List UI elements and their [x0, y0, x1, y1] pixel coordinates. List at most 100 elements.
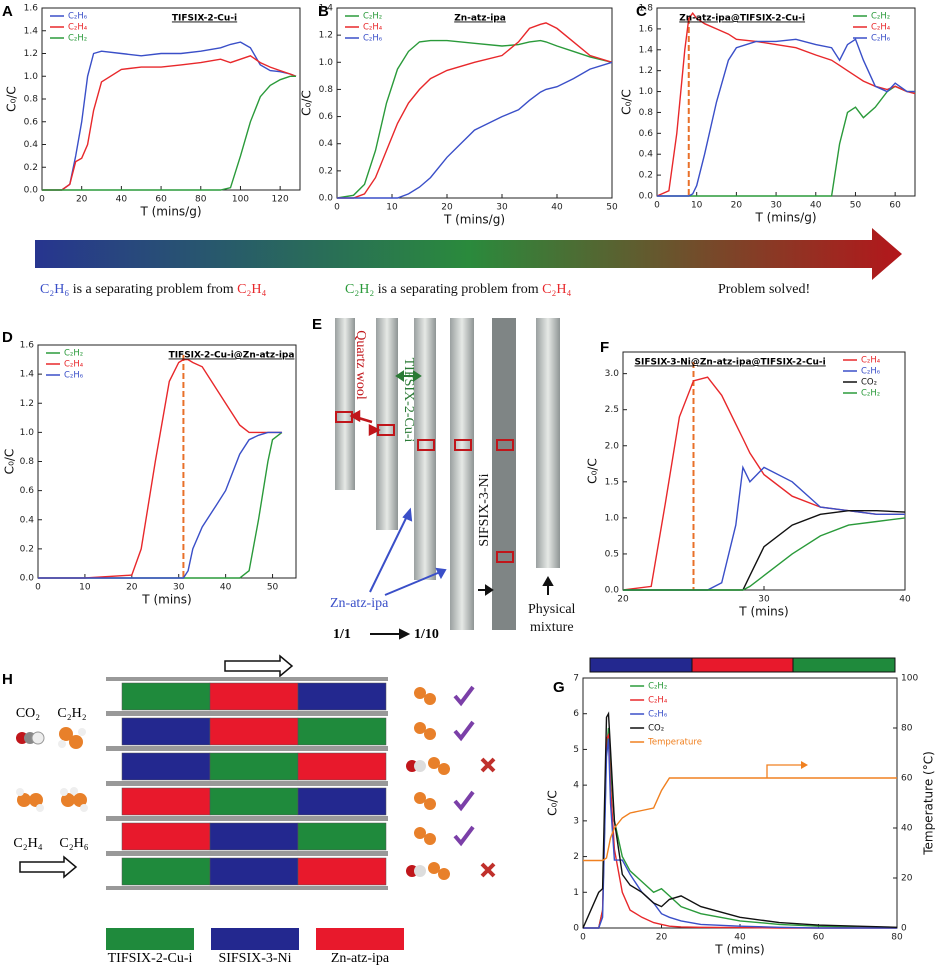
y2-tick-label: 100 [901, 674, 918, 684]
y-tick-label: 0.6 [639, 129, 654, 139]
panel-letter: D [2, 329, 13, 346]
check-mark [453, 685, 475, 707]
legend-label: C₂H₂ [363, 12, 382, 22]
y-tick-label: 0.8 [639, 108, 654, 118]
chart: 0 10 20 30 40 50 0.0 0.2 0.4 0.6 0.8 1.0 1.2 1.4 1.6 C₂… [3, 341, 297, 607]
legend-label: C₂H₂ [68, 34, 87, 44]
banner-caption: Problem solved! [718, 282, 810, 297]
y-tick-label: 0.0 [319, 194, 334, 204]
legend-label: C₂H₂ [871, 12, 890, 22]
y-tick-label: 0.2 [319, 166, 333, 176]
x-tick-label: 60 [813, 933, 825, 943]
y-tick-label: 0.6 [20, 486, 35, 496]
tube [536, 318, 560, 568]
x-tick-label: 0 [35, 583, 41, 593]
annotation: SIFSIX-3-Ni [477, 473, 492, 546]
y-axis-label: C₀/C [3, 449, 17, 475]
y-tick-label: 1.5 [605, 477, 619, 487]
y2-axis-label: Temperature (°C) [922, 751, 936, 856]
panel-letter: C [636, 3, 647, 20]
y-tick-label: 1.2 [20, 399, 34, 409]
panel-letter: E [312, 316, 322, 333]
x-tick-label: 10 [386, 203, 398, 213]
y-tick-label: 1.8 [639, 4, 654, 14]
x-tick-label: 60 [889, 201, 901, 211]
series-line [336, 39, 613, 199]
color-bar [589, 657, 693, 673]
y-tick-label: 5 [573, 745, 579, 755]
y-tick-label: 0.0 [639, 192, 654, 202]
molecule [428, 862, 440, 874]
y-tick-label: 0.2 [20, 544, 34, 554]
y-tick-label: 0.5 [605, 549, 619, 559]
series-line [42, 41, 297, 191]
legend-label: CO₂ [861, 378, 877, 388]
molecule [428, 757, 440, 769]
series-line [657, 85, 915, 197]
legend-label: CO₂ [648, 724, 664, 734]
legend-label: C₂H₆ [363, 34, 383, 44]
check-mark [453, 720, 475, 742]
series-line [623, 464, 905, 591]
legend-swatch [106, 928, 194, 950]
packing-segment [209, 682, 299, 711]
molecule-label: C₂H₆ [59, 836, 88, 851]
packing-segment [209, 717, 299, 746]
chart: 0 20 40 60 8001234567020406080100C₂H₂C₂H₄C₂H… [546, 674, 936, 957]
y-axis-label: C₀/C [546, 790, 560, 816]
y-axis-label: C₀/C [300, 90, 314, 116]
legend-label: Temperature [647, 738, 702, 748]
panel-letter: A [2, 3, 13, 20]
series-line [583, 777, 897, 862]
annotation: mixture [530, 620, 574, 635]
y-tick-label: 1.0 [20, 428, 35, 438]
annotation-arrow [766, 764, 802, 778]
x-tick-label: 20 [441, 203, 453, 213]
annotation: Quartz wool [353, 330, 368, 400]
x-tick-label: 20 [617, 595, 629, 605]
y2-tick-label: 20 [901, 874, 913, 884]
x-tick-label: 0 [654, 201, 660, 211]
cross-mark [480, 862, 496, 878]
packing-segment [121, 787, 211, 816]
y-tick-label: 1.0 [605, 513, 620, 523]
series-line [38, 358, 282, 579]
x-axis-label: T (mins/g) [754, 211, 816, 225]
x-axis-label: T (mins) [714, 943, 764, 957]
molecule [424, 833, 436, 845]
annotation: Zn-atz-ipa [330, 596, 389, 611]
molecule-label: C₂H₄ [13, 836, 42, 851]
tube [492, 318, 516, 630]
series-line [42, 75, 296, 191]
x-tick-label: 40 [899, 595, 911, 605]
y-tick-label: 0.6 [24, 117, 39, 127]
color-bar [691, 657, 794, 673]
y-tick-label: 0.4 [319, 139, 334, 149]
x-tick-label: 0 [580, 933, 586, 943]
y-tick-label: 1.6 [20, 341, 35, 351]
legend-label: C₂H₂ [648, 682, 667, 692]
y-tick-label: 0.6 [319, 112, 334, 122]
y-tick-label: 1.0 [639, 87, 654, 97]
y-tick-label: 0.0 [20, 574, 35, 584]
x-tick-label: 30 [758, 595, 770, 605]
panel-letter: G [553, 679, 565, 696]
molecule [414, 827, 426, 839]
ratio: 1/1 [333, 627, 351, 642]
y2-tick-label: 0 [901, 924, 907, 934]
packing-segment [121, 717, 211, 746]
packing-segment [121, 857, 211, 886]
packing-segment [297, 717, 387, 746]
y-tick-label: 1.4 [639, 45, 654, 55]
series-line [337, 22, 613, 199]
x-tick-label: 40 [116, 195, 128, 205]
tube [335, 318, 355, 490]
tube [450, 318, 474, 630]
chart-title: SIFSIX-3-Ni@Zn-atz-ipa@TIFSIX-2-Cu-i [635, 358, 826, 368]
chart: 20 30 40 0.0 0.5 1.0 1.5 2.0 2.5 3.0 C₂H₄C₂H₆CO₂C₂… [586, 351, 911, 619]
chart-title: TIFSIX-2-Cu-i@Zn-atz-ipa [169, 351, 295, 361]
x-tick-label: 60 [155, 195, 167, 205]
x-axis-label: T (mins/g) [443, 213, 505, 227]
y-tick-label: 0.8 [24, 95, 39, 105]
y-tick-label: 1 [573, 888, 579, 898]
